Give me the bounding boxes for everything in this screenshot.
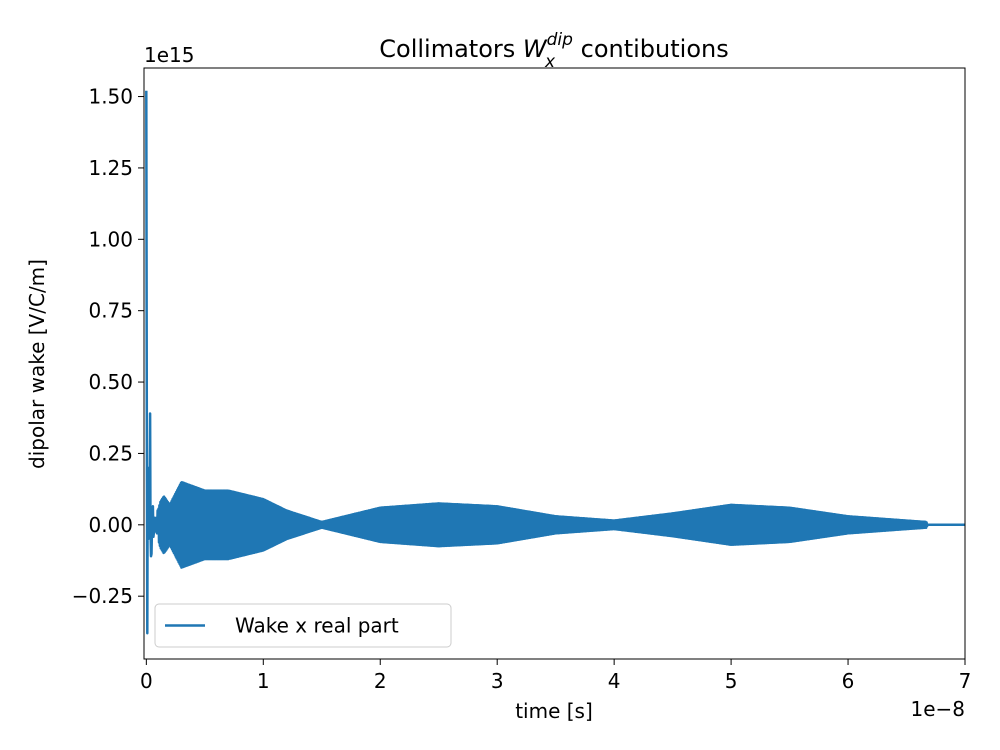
x-tick-label: 4 bbox=[608, 669, 621, 693]
chart-title-superscript: dip bbox=[547, 30, 574, 50]
series-line-0 bbox=[145, 90, 965, 635]
y-tick-label: 0.25 bbox=[88, 441, 133, 465]
y-tick-label: −0.25 bbox=[72, 584, 133, 608]
y-tick-label: 1.50 bbox=[88, 85, 133, 109]
chart-title-symbol: W bbox=[523, 35, 548, 63]
x-tick-label: 3 bbox=[491, 669, 504, 693]
legend-label: Wake x real part bbox=[235, 614, 399, 638]
plot-frame bbox=[143, 67, 966, 660]
x-tick-label: 2 bbox=[374, 669, 387, 693]
chart-title-rest: contibutions bbox=[573, 35, 729, 63]
y-tick-label: 1.00 bbox=[88, 227, 133, 251]
x-tick-label: 1 bbox=[257, 669, 270, 693]
x-axis-label: time [s] bbox=[515, 699, 593, 723]
y-axis-label: dipolar wake [V/C/m] bbox=[25, 259, 49, 469]
legend-box bbox=[154, 603, 452, 648]
x-tick-label: 7 bbox=[959, 669, 972, 693]
y-tick-label: 0.75 bbox=[88, 299, 133, 323]
chart-title: Collimators Wdip x contibutions bbox=[379, 30, 728, 72]
x-tick-label: 0 bbox=[140, 669, 153, 693]
x-tick-label: 5 bbox=[725, 669, 738, 693]
y-tick-label: 1.25 bbox=[88, 156, 133, 180]
x-tick-label: 6 bbox=[842, 669, 855, 693]
y-tick-label: 0.00 bbox=[88, 513, 133, 537]
y-tick-label: 0.50 bbox=[88, 370, 133, 394]
chart-title-subscript: x bbox=[544, 52, 556, 72]
y-offset-text: 1e15 bbox=[144, 43, 194, 67]
x-offset-text: 1e−8 bbox=[910, 697, 965, 721]
chart-title-main: Collimators bbox=[379, 35, 523, 63]
